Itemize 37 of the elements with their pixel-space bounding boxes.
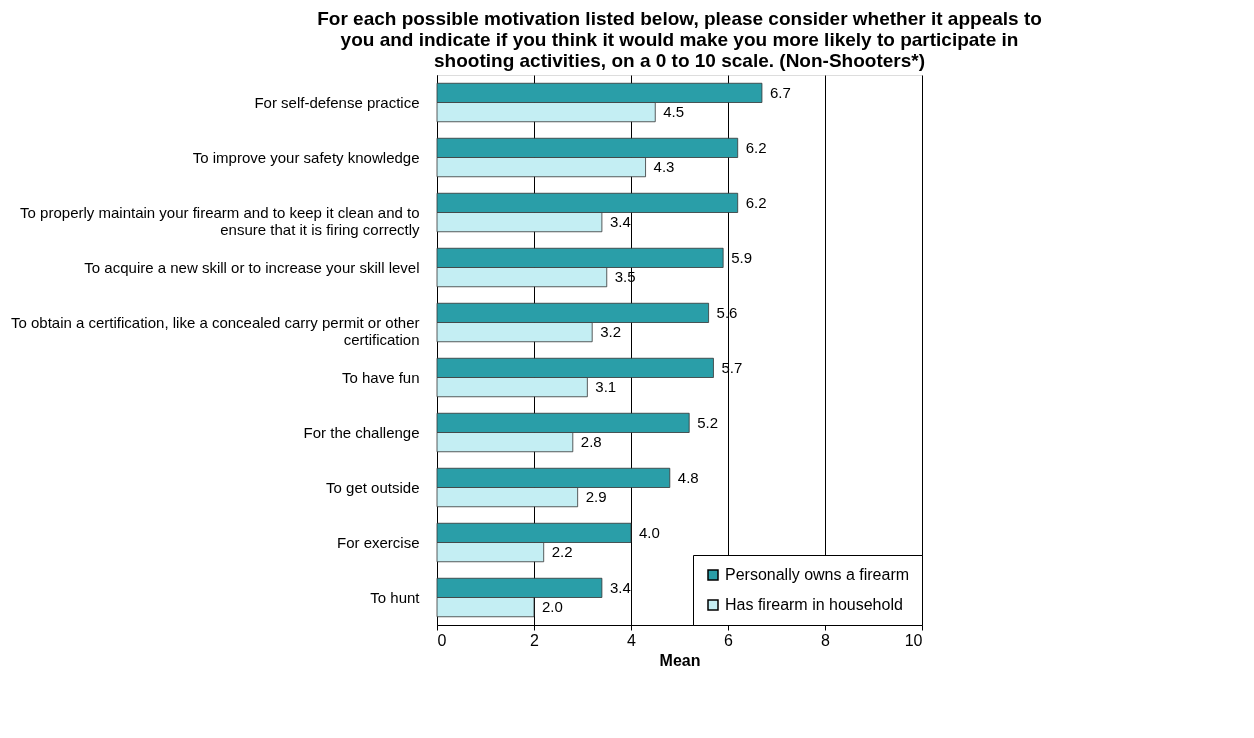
y-tick-label: For exercise: [336, 533, 420, 551]
x-tick-label: 4: [627, 631, 637, 649]
data-label: 5.9: [731, 248, 753, 266]
chart-title: For each possible motivation listed below, please consider whether it appeals to you and indicate if you think it would make you more likely to participate in shooting activities, on a 0 to 10 scale. (Non-Shooters*): [317, 8, 1042, 71]
y-tick-label: To improve your safety knowledge: [192, 148, 420, 166]
x-tick-label: 0: [437, 631, 447, 649]
y-tick-label: To hunt: [370, 588, 421, 606]
data-label: 4.3: [653, 158, 675, 176]
data-label: 2.2: [551, 543, 573, 561]
data-label: 3.4: [609, 213, 631, 231]
data-label: 4.8: [677, 468, 699, 486]
y-tick-label: For the challenge: [303, 423, 420, 441]
y-tick-label: To properly maintain your firearm and to keep it clean and to ensure that it is firing correctly: [20, 203, 420, 238]
x-axis-title: Mean: [659, 651, 701, 669]
data-label: 6.2: [745, 138, 767, 156]
data-label: 3.1: [595, 378, 617, 396]
data-label: 6.7: [769, 83, 791, 101]
data-label: 2.9: [585, 488, 607, 506]
data-label: 4.0: [639, 523, 660, 541]
data-label: 4.5: [663, 103, 685, 121]
data-label: 3.4: [609, 578, 631, 596]
x-tick-label: 8: [821, 631, 831, 649]
x-tick-label: 2: [530, 631, 540, 649]
data-label: 2.0: [542, 598, 563, 616]
y-tick-label: For self-defense practice: [254, 93, 420, 111]
legend-label: Has firearm in household: [725, 596, 903, 613]
data-label: 6.2: [745, 193, 767, 211]
x-tick-label: 10: [904, 631, 923, 649]
data-label: 3.2: [600, 323, 622, 341]
data-label: 2.8: [580, 433, 602, 451]
y-tick-label: To have fun: [341, 368, 420, 386]
y-tick-label: To get outside: [326, 478, 420, 496]
y-tick-label: To obtain a certification, like a concealed carry permit or other certification: [10, 313, 420, 348]
data-label: 5.2: [697, 413, 719, 431]
legend-label: Personally owns a firearm: [725, 566, 910, 583]
x-tick-label: 6: [724, 631, 734, 649]
y-tick-label: To acquire a new skill or to increase your skill level: [84, 258, 420, 276]
